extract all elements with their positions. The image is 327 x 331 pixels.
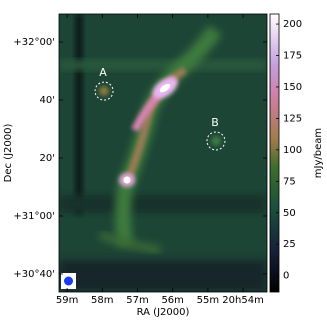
- x-tick-label: 55m: [197, 295, 219, 306]
- colorbar-tick-label: 125: [283, 113, 302, 124]
- y-tick-label: 40': [40, 95, 55, 106]
- y-tick-label: 20': [40, 153, 55, 164]
- colorbar-tick-label: 50: [283, 208, 296, 219]
- beam: [64, 276, 73, 286]
- colorbar-tick-label: 175: [283, 51, 302, 62]
- annotation-circle: [94, 81, 114, 101]
- x-tick-label: 56m: [161, 295, 183, 306]
- x-tick-label: 57m: [126, 295, 148, 306]
- sky-image: [59, 14, 267, 292]
- colorbar-tick-label: 150: [283, 82, 302, 93]
- y-tick-label: +31°00': [13, 211, 55, 222]
- colorbar-tick-label: 0: [283, 271, 289, 282]
- y-tick-label: +30°40': [13, 269, 55, 280]
- colorbar-tick-label: 200: [283, 19, 302, 30]
- x-tick-label: 58m: [91, 295, 113, 306]
- y-axis-label: Dec (J2000): [3, 124, 14, 183]
- x-tick-label: 20h54m: [222, 295, 264, 306]
- y-tick-label: +32°00': [13, 37, 55, 48]
- colorbar-tick-label: 100: [283, 145, 302, 156]
- annotation-label: A: [99, 66, 107, 79]
- x-axis-label: RA (J2000): [137, 307, 190, 318]
- colorbar: [269, 13, 280, 293]
- colorbar-tick-label: 75: [283, 176, 296, 187]
- plot-frame: [58, 13, 268, 293]
- colorbar-label: mJy/beam: [313, 128, 324, 178]
- colorbar-tick-label: 25: [283, 239, 296, 250]
- x-tick-label: 59m: [56, 295, 78, 306]
- annotation-label: B: [211, 116, 219, 129]
- annotation-circle: [206, 131, 226, 151]
